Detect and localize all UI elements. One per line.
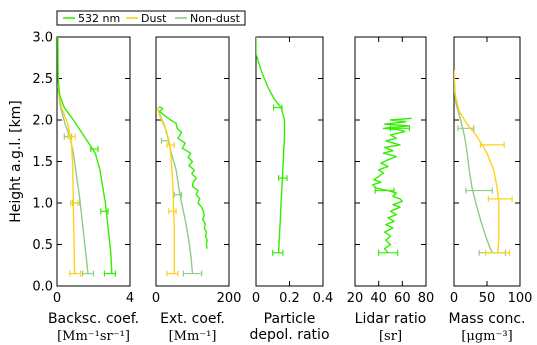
series-nm532: [57, 37, 117, 277]
x-tick-label: 0: [450, 291, 458, 306]
x-axis-title: Lidar ratio: [355, 311, 427, 327]
plot-frame: [56, 36, 131, 287]
series-line-nm532: [256, 37, 286, 253]
x-tick-label: 0: [252, 291, 260, 306]
panel-2: 0 200 Ext. coef. [Mm⁻¹]: [152, 36, 242, 344]
error-bar-nm532: [278, 175, 288, 182]
series-nondust: [157, 107, 203, 277]
y-axis-label: Height a.g.l. [km]: [8, 100, 24, 223]
y-tick-label: 0.0: [32, 280, 53, 295]
legend: 532 nm Dust Non-dust: [56, 10, 246, 26]
series-line-nm532: [158, 106, 208, 249]
x-axis-title-line2: depol. ratio: [249, 327, 329, 343]
series-line-dust: [454, 70, 500, 253]
series-dust: [454, 70, 513, 256]
series-line-nondust: [57, 86, 89, 274]
error-bar-nm532: [378, 249, 399, 256]
x-tick-label: 100: [508, 291, 533, 306]
error-bar-dust: [487, 195, 513, 202]
legend-label-dust: Dust: [141, 12, 167, 25]
error-bar-nm532: [389, 125, 411, 132]
plot-frame: [354, 36, 427, 287]
x-tick-label: 0: [152, 291, 160, 306]
error-bar-dust: [479, 141, 505, 148]
error-bar-dust: [69, 270, 82, 277]
error-bar-dust: [166, 141, 175, 148]
x-tick-label: 20: [347, 291, 364, 306]
y-axis-title: Height a.g.l. [km]: [8, 100, 24, 223]
series-dust: [157, 107, 179, 277]
error-bar-nondust: [173, 191, 183, 198]
series-line-dust: [157, 107, 175, 274]
x-axis-title: Ext. coef.: [160, 311, 225, 327]
panel-4: 20 40 60 80 Lidar ratio [sr]: [347, 36, 435, 344]
series-nondust: [57, 86, 95, 277]
y-tick-label: 1.0: [32, 197, 53, 212]
series-nondust: [454, 86, 507, 256]
series-dust: [57, 86, 82, 277]
y-tick-label: 2.0: [32, 114, 53, 129]
legend-box: [56, 10, 246, 26]
series-nm532: [256, 37, 288, 256]
panel-5: 0 50 100 Mass conc. [μgm⁻³]: [449, 36, 533, 344]
x-axis-unit: [sr]: [379, 329, 402, 344]
x-axis-unit: [Mm⁻¹]: [169, 329, 217, 344]
x-axis-unit: [Mm⁻¹sr⁻¹]: [57, 329, 130, 344]
plot-frame: [255, 36, 324, 287]
x-tick-label: 0: [53, 291, 61, 306]
error-bar-dust: [485, 249, 511, 256]
x-tick-label: 40: [370, 291, 387, 306]
x-tick-label: 50: [479, 291, 496, 306]
series-line-nm532: [372, 117, 412, 254]
series-nm532: [372, 117, 412, 256]
error-bar-dust: [67, 133, 76, 140]
error-bar-nm532: [100, 208, 109, 215]
series-line-nondust: [157, 107, 194, 274]
error-bar-nm532: [90, 146, 99, 153]
y-tick-label: 3.0: [32, 31, 53, 46]
error-bar-nondust: [182, 270, 203, 277]
error-bar-dust: [166, 270, 179, 277]
error-bar-nm532: [272, 249, 284, 256]
panel-1: 0.0 0.5 1.0 1.5 2.0 2.5 3.0 0 4 Backsc. coef. [Mm⁻…: [32, 31, 139, 345]
x-axis-title: Backsc. coef.: [48, 311, 139, 327]
x-axis-title: Particle: [264, 311, 316, 327]
error-bar-nm532: [103, 270, 117, 277]
error-bar-nm532: [272, 104, 283, 111]
y-tick-label: 1.5: [32, 155, 53, 170]
panels: 0.0 0.5 1.0 1.5 2.0 2.5 3.0 0 4 Backsc. coef. [Mm⁻…: [32, 31, 532, 345]
series-line-nondust: [454, 86, 493, 254]
error-bar-nm532: [374, 187, 395, 194]
x-tick-label: 0.2: [279, 291, 300, 306]
series-line-nm532: [57, 37, 113, 274]
plot-frame: [453, 36, 521, 287]
x-tick-label: 4: [126, 291, 134, 306]
legend-label-nm532: 532 nm: [78, 12, 120, 25]
error-bar-nondust: [465, 187, 493, 194]
x-tick-label: 200: [217, 291, 242, 306]
x-tick-label: 80: [418, 291, 435, 306]
x-axis-title: Mass conc.: [449, 311, 526, 327]
x-tick-label: 0.4: [313, 291, 334, 306]
error-bar-dust: [70, 200, 79, 206]
y-tick-label: 0.5: [32, 238, 53, 253]
error-bar-nondust: [81, 270, 95, 277]
x-axis-unit: [μgm⁻³]: [461, 329, 512, 344]
error-bar-dust: [168, 208, 177, 215]
series-line-dust: [57, 86, 76, 274]
series-nm532: [158, 106, 208, 249]
legend-label-nondust: Non-dust: [190, 12, 241, 25]
y-tick-label: 2.5: [32, 72, 53, 87]
x-tick-label: 60: [394, 291, 411, 306]
